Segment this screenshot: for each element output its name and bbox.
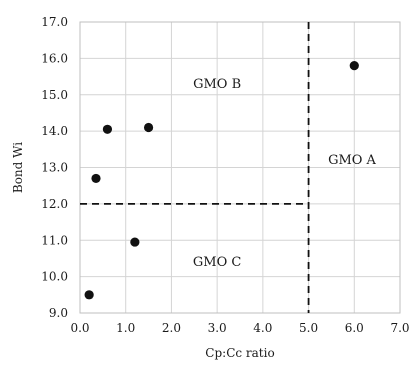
- data-point: [102, 124, 113, 134]
- data-point: [84, 290, 94, 300]
- y-tick-label: 15.0: [41, 88, 68, 102]
- y-tick-label: 11.0: [41, 233, 68, 247]
- x-tick-label: 5.0: [299, 321, 318, 335]
- x-tick-label: 6.0: [345, 321, 364, 335]
- region-label: GMO A: [328, 153, 376, 168]
- divider-layer: [80, 22, 310, 313]
- data-point: [130, 237, 140, 247]
- label-layer: 0.0 1.0 2.0 3.0 4.0 5.0 6.0 7.0 9.0 10.0 11.0 12.0 1…: [41, 15, 409, 335]
- data-point: [143, 122, 154, 133]
- x-tick-label: 7.0: [390, 321, 409, 335]
- data-point: [349, 61, 359, 71]
- x-tick-label: 3.0: [208, 321, 227, 335]
- region-label: GMO B: [193, 77, 241, 92]
- y-axis-title: Bond Wi: [11, 142, 25, 193]
- y-tick-label: 17.0: [41, 15, 68, 29]
- y-tick-label: 16.0: [41, 51, 68, 65]
- y-tick-label: 9.0: [49, 306, 68, 320]
- x-tick-label: 2.0: [162, 321, 181, 335]
- y-tick-label: 13.0: [41, 161, 68, 175]
- x-axis-title: Cp:Cc ratio: [205, 346, 274, 360]
- point-layer: [84, 61, 359, 300]
- y-tick-label: 10.0: [41, 270, 68, 284]
- plot-frame: [79, 21, 401, 314]
- x-tick-label: 4.0: [253, 321, 272, 335]
- data-point: [91, 173, 101, 184]
- x-tick-label: 1.0: [116, 321, 135, 335]
- y-tick-label: 14.0: [41, 124, 68, 138]
- y-tick-label: 12.0: [41, 197, 68, 211]
- region-label: GMO C: [193, 255, 241, 270]
- x-tick-label: 0.0: [70, 321, 89, 335]
